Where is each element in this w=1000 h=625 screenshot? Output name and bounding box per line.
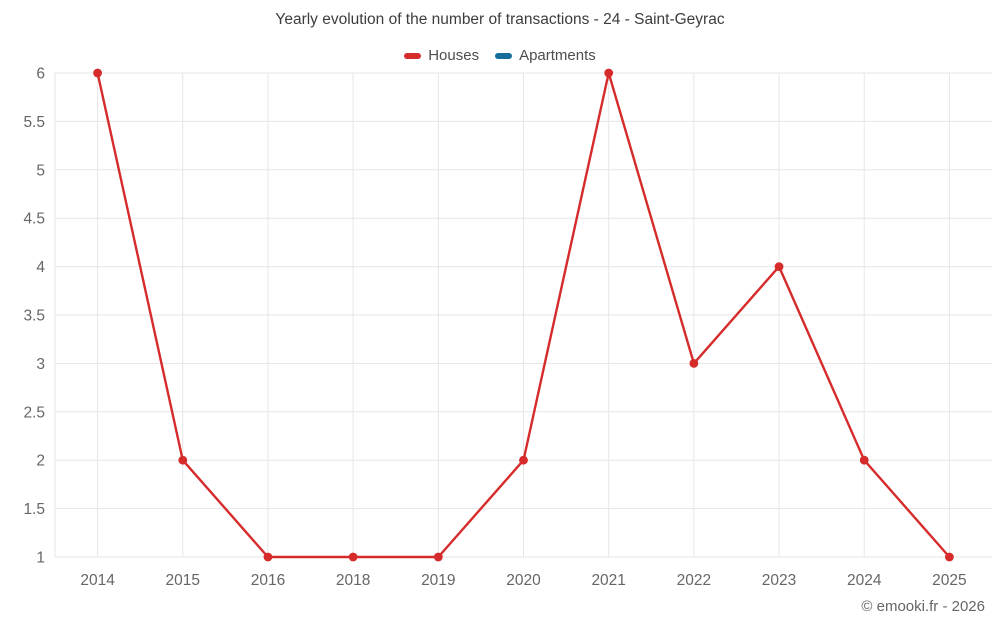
data-point-houses-2016 <box>263 552 273 562</box>
x-axis-tick-label: 2022 <box>677 572 711 589</box>
x-axis-tick-label: 2015 <box>166 572 200 589</box>
data-point-houses-2021 <box>604 68 614 78</box>
data-point-houses-2022 <box>689 359 699 368</box>
data-point-houses-2025 <box>945 552 954 562</box>
x-axis-tick-label: 2020 <box>506 572 541 589</box>
y-axis-tick-label: 1 <box>36 550 45 567</box>
legend-label-houses: Houses <box>428 47 480 64</box>
x-axis-tick-label: 2025 <box>932 572 966 589</box>
chart-legend: Houses Apartments <box>0 47 1000 64</box>
y-axis-tick-label: 2.5 <box>23 404 45 421</box>
y-axis-tick-label: 6 <box>36 66 45 83</box>
data-point-houses-2019 <box>433 552 443 562</box>
x-axis-tick-label: 2023 <box>762 572 796 589</box>
y-axis-tick-label: 2 <box>36 453 45 470</box>
legend-item-houses[interactable]: Houses <box>404 47 479 64</box>
x-axis-tick-label: 2018 <box>336 572 370 589</box>
x-axis-tick-label: 2014 <box>80 572 115 589</box>
y-axis-tick-label: 3.5 <box>23 308 45 325</box>
x-axis-tick-label: 2021 <box>591 572 625 589</box>
x-axis-tick-label: 2024 <box>847 572 882 589</box>
legend-label-apartments: Apartments <box>519 47 596 64</box>
houses-series-swatch-icon <box>404 52 422 59</box>
data-point-houses-2024 <box>859 455 869 465</box>
chart-title: Yearly evolution of the number of transa… <box>275 11 725 28</box>
y-axis-tick-label: 5.5 <box>23 114 45 131</box>
y-axis-tick-label: 3 <box>36 356 45 373</box>
legend-item-apartments[interactable]: Apartments <box>495 47 596 64</box>
apartments-series-swatch-icon <box>495 52 513 59</box>
data-point-houses-2015 <box>178 455 188 465</box>
y-axis-tick-label: 4 <box>36 259 45 276</box>
y-axis-tick-label: 4.5 <box>23 211 45 228</box>
y-axis-tick-label: 5 <box>36 162 45 179</box>
data-point-houses-2023 <box>774 262 784 271</box>
data-point-houses-2018 <box>348 552 358 562</box>
watermark: © emooki.fr - 2026 <box>861 598 985 615</box>
x-axis-tick-label: 2019 <box>421 572 455 589</box>
x-axis-tick-label: 2016 <box>251 572 285 589</box>
data-point-houses-2014 <box>93 68 102 78</box>
data-point-houses-2020 <box>519 455 528 465</box>
y-axis-tick-label: 1.5 <box>23 501 45 518</box>
